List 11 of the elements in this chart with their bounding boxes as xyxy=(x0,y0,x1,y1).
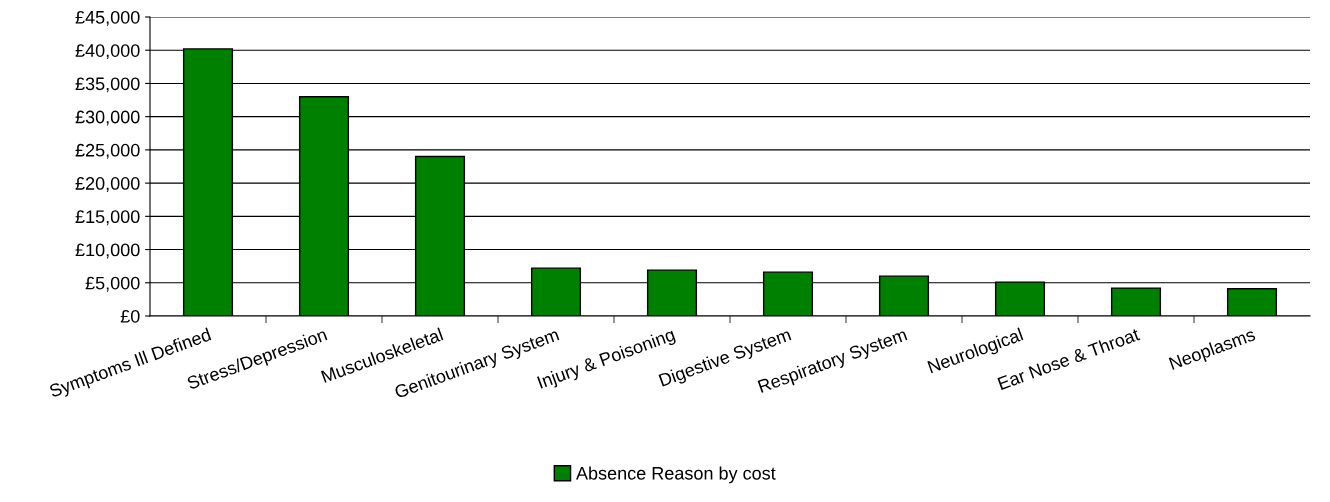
y-tick-label: £25,000 xyxy=(75,143,140,159)
y-tick-label: £20,000 xyxy=(75,177,140,192)
y-tick-label: £45,000 xyxy=(75,10,140,26)
y-tick-label: £15,000 xyxy=(75,210,140,226)
y-tick-label: £35,000 xyxy=(75,77,140,93)
y-tick-label: £5,000 xyxy=(85,276,140,292)
y-tick-label: £0 xyxy=(120,309,140,323)
y-tick-label: £10,000 xyxy=(75,243,140,259)
y-tick-label: £40,000 xyxy=(75,44,140,60)
legend-label: Absence Reason by cost xyxy=(576,466,776,484)
y-tick-label: £30,000 xyxy=(75,110,140,126)
